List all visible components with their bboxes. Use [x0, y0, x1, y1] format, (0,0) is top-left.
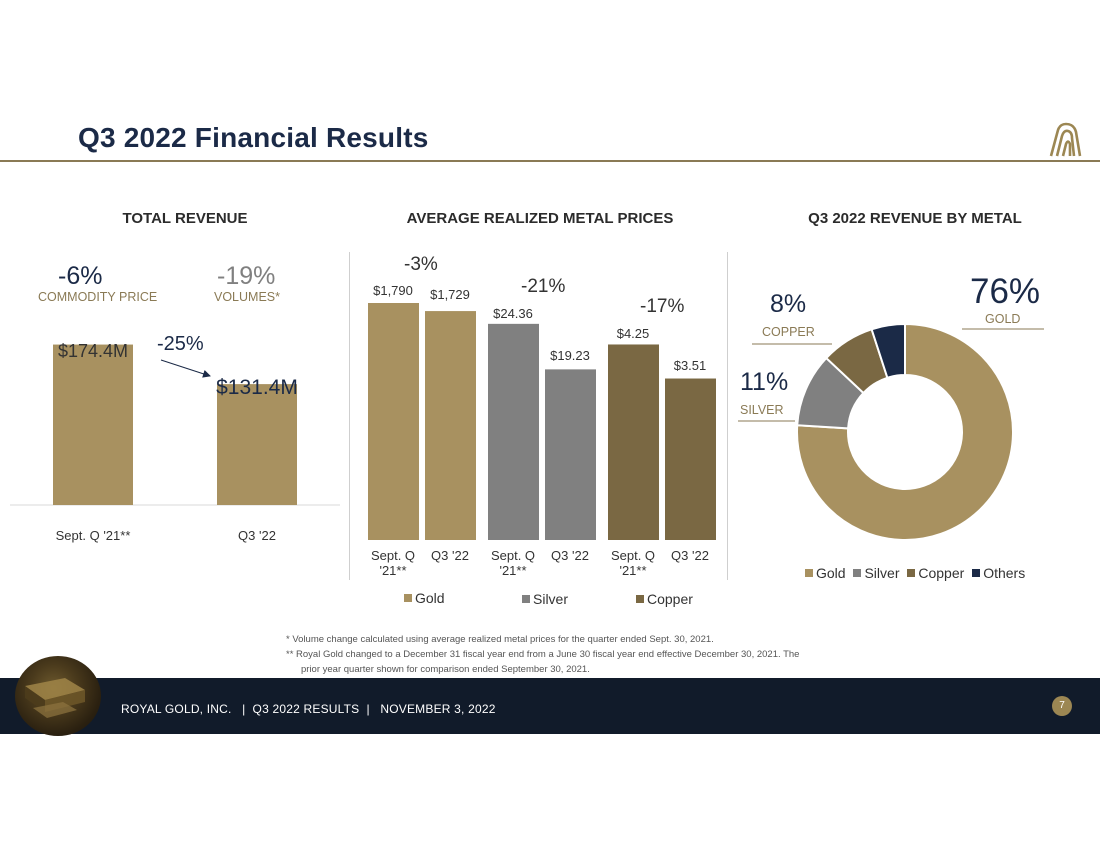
legend-swatch: [805, 569, 813, 578]
revenue-tick-label: Q3 '22: [238, 528, 276, 543]
section-divider: [727, 252, 728, 580]
copper-price-label: $3.51: [673, 358, 707, 373]
gold-bars-photo: [15, 656, 101, 736]
revenue-value-label: $174.4M: [57, 341, 129, 361]
legend-label: Copper: [647, 591, 693, 607]
footer-text: ROYAL GOLD, INC. | Q3 2022 RESULTS | NOV…: [121, 702, 496, 716]
copper-price-change: -17%: [640, 296, 685, 317]
silver-price-label: $24.36: [493, 306, 533, 321]
gold-price-label: $1,729: [430, 287, 470, 302]
legend-label: Others: [983, 565, 1026, 581]
title-divider: [0, 160, 1100, 162]
gold-share-label: GOLD: [985, 312, 1021, 326]
footnote: * Volume change calculated using average…: [286, 634, 714, 645]
footnote: prior year quarter shown for comparison …: [301, 664, 590, 675]
legend-label: Copper: [918, 565, 965, 581]
legend-label: Gold: [816, 565, 846, 581]
metal-tick-label: Sept. Q '21**: [490, 548, 536, 578]
silver-price-change: -21%: [521, 276, 566, 297]
silver-share-pct: 11%: [740, 368, 789, 396]
gold-price-label: $1,790: [373, 283, 413, 298]
footnote: ** Royal Gold changed to a December 31 f…: [286, 649, 800, 660]
footer-bar: [0, 678, 1100, 734]
legend-label: Silver: [533, 591, 569, 607]
gold-price-bar: [368, 303, 419, 540]
revenue-change-arrow: [160, 359, 211, 378]
royal-gold-logo-icon: [1046, 122, 1082, 158]
page-title: Q3 2022 Financial Results: [78, 122, 429, 153]
revenue-by-metal-title: Q3 2022 REVENUE BY METAL: [808, 210, 1022, 227]
gold-price-bar: [425, 311, 476, 540]
donut-slice-others: [870, 322, 906, 380]
legend-silver: Silver: [522, 591, 568, 607]
donut-legend: Gold Silver Copper Others: [805, 565, 1025, 581]
silver-price-bar: [545, 369, 596, 540]
section-divider: [349, 252, 350, 580]
silver-share-label: SILVER: [740, 403, 784, 417]
copper-price-label: $4.25: [616, 326, 650, 341]
revenue-donut-chart: [796, 322, 1014, 541]
volumes-label: VOLUMES*: [214, 290, 280, 304]
metal-prices-chart: [368, 303, 716, 540]
metal-tick-label: Q3 '22: [671, 548, 709, 563]
legend-copper: Copper: [636, 591, 693, 607]
total-revenue-change: -25%: [157, 333, 204, 355]
metal-tick-label: Q3 '22: [551, 548, 589, 563]
revenue-bar: [217, 384, 297, 505]
metal-tick-label: Q3 '22: [431, 548, 469, 563]
copper-price-bar: [608, 344, 659, 540]
total-revenue-title: TOTAL REVENUE: [122, 210, 248, 227]
revenue-value-label: $131.4M: [216, 376, 298, 399]
volumes-change: -19%: [217, 262, 276, 290]
legend-label: Silver: [864, 565, 900, 581]
revenue-tick-label: Sept. Q '21**: [55, 528, 131, 543]
legend-swatch: [853, 569, 862, 578]
copper-price-bar: [665, 378, 716, 540]
legend-label: Gold: [415, 590, 445, 606]
copper-share-pct: 8%: [770, 290, 807, 318]
metal-prices-title: AVERAGE REALIZED METAL PRICES: [406, 210, 674, 227]
legend-swatch: [636, 595, 644, 604]
donut-slice-gold: [796, 322, 1014, 541]
commodity-price-change: -6%: [58, 262, 103, 290]
legend-swatch: [972, 569, 981, 578]
gold-share-pct: 76%: [970, 272, 1041, 311]
page-number-badge: 7: [1052, 696, 1072, 716]
copper-share-label: COPPER: [762, 325, 815, 339]
total-revenue-chart: [10, 344, 340, 506]
legend-swatch: [404, 594, 412, 603]
revenue-bar: [53, 344, 133, 505]
commodity-price-label: COMMODITY PRICE: [38, 290, 158, 304]
legend-gold: Gold: [404, 590, 445, 606]
metal-tick-label: Sept. Q '21**: [610, 548, 656, 578]
silver-price-bar: [488, 323, 539, 540]
legend-swatch: [522, 595, 530, 604]
legend-swatch: [907, 569, 916, 578]
metal-tick-label: Sept. Q '21**: [370, 548, 416, 578]
gold-price-change: -3%: [404, 254, 438, 275]
silver-price-label: $19.23: [550, 348, 590, 363]
